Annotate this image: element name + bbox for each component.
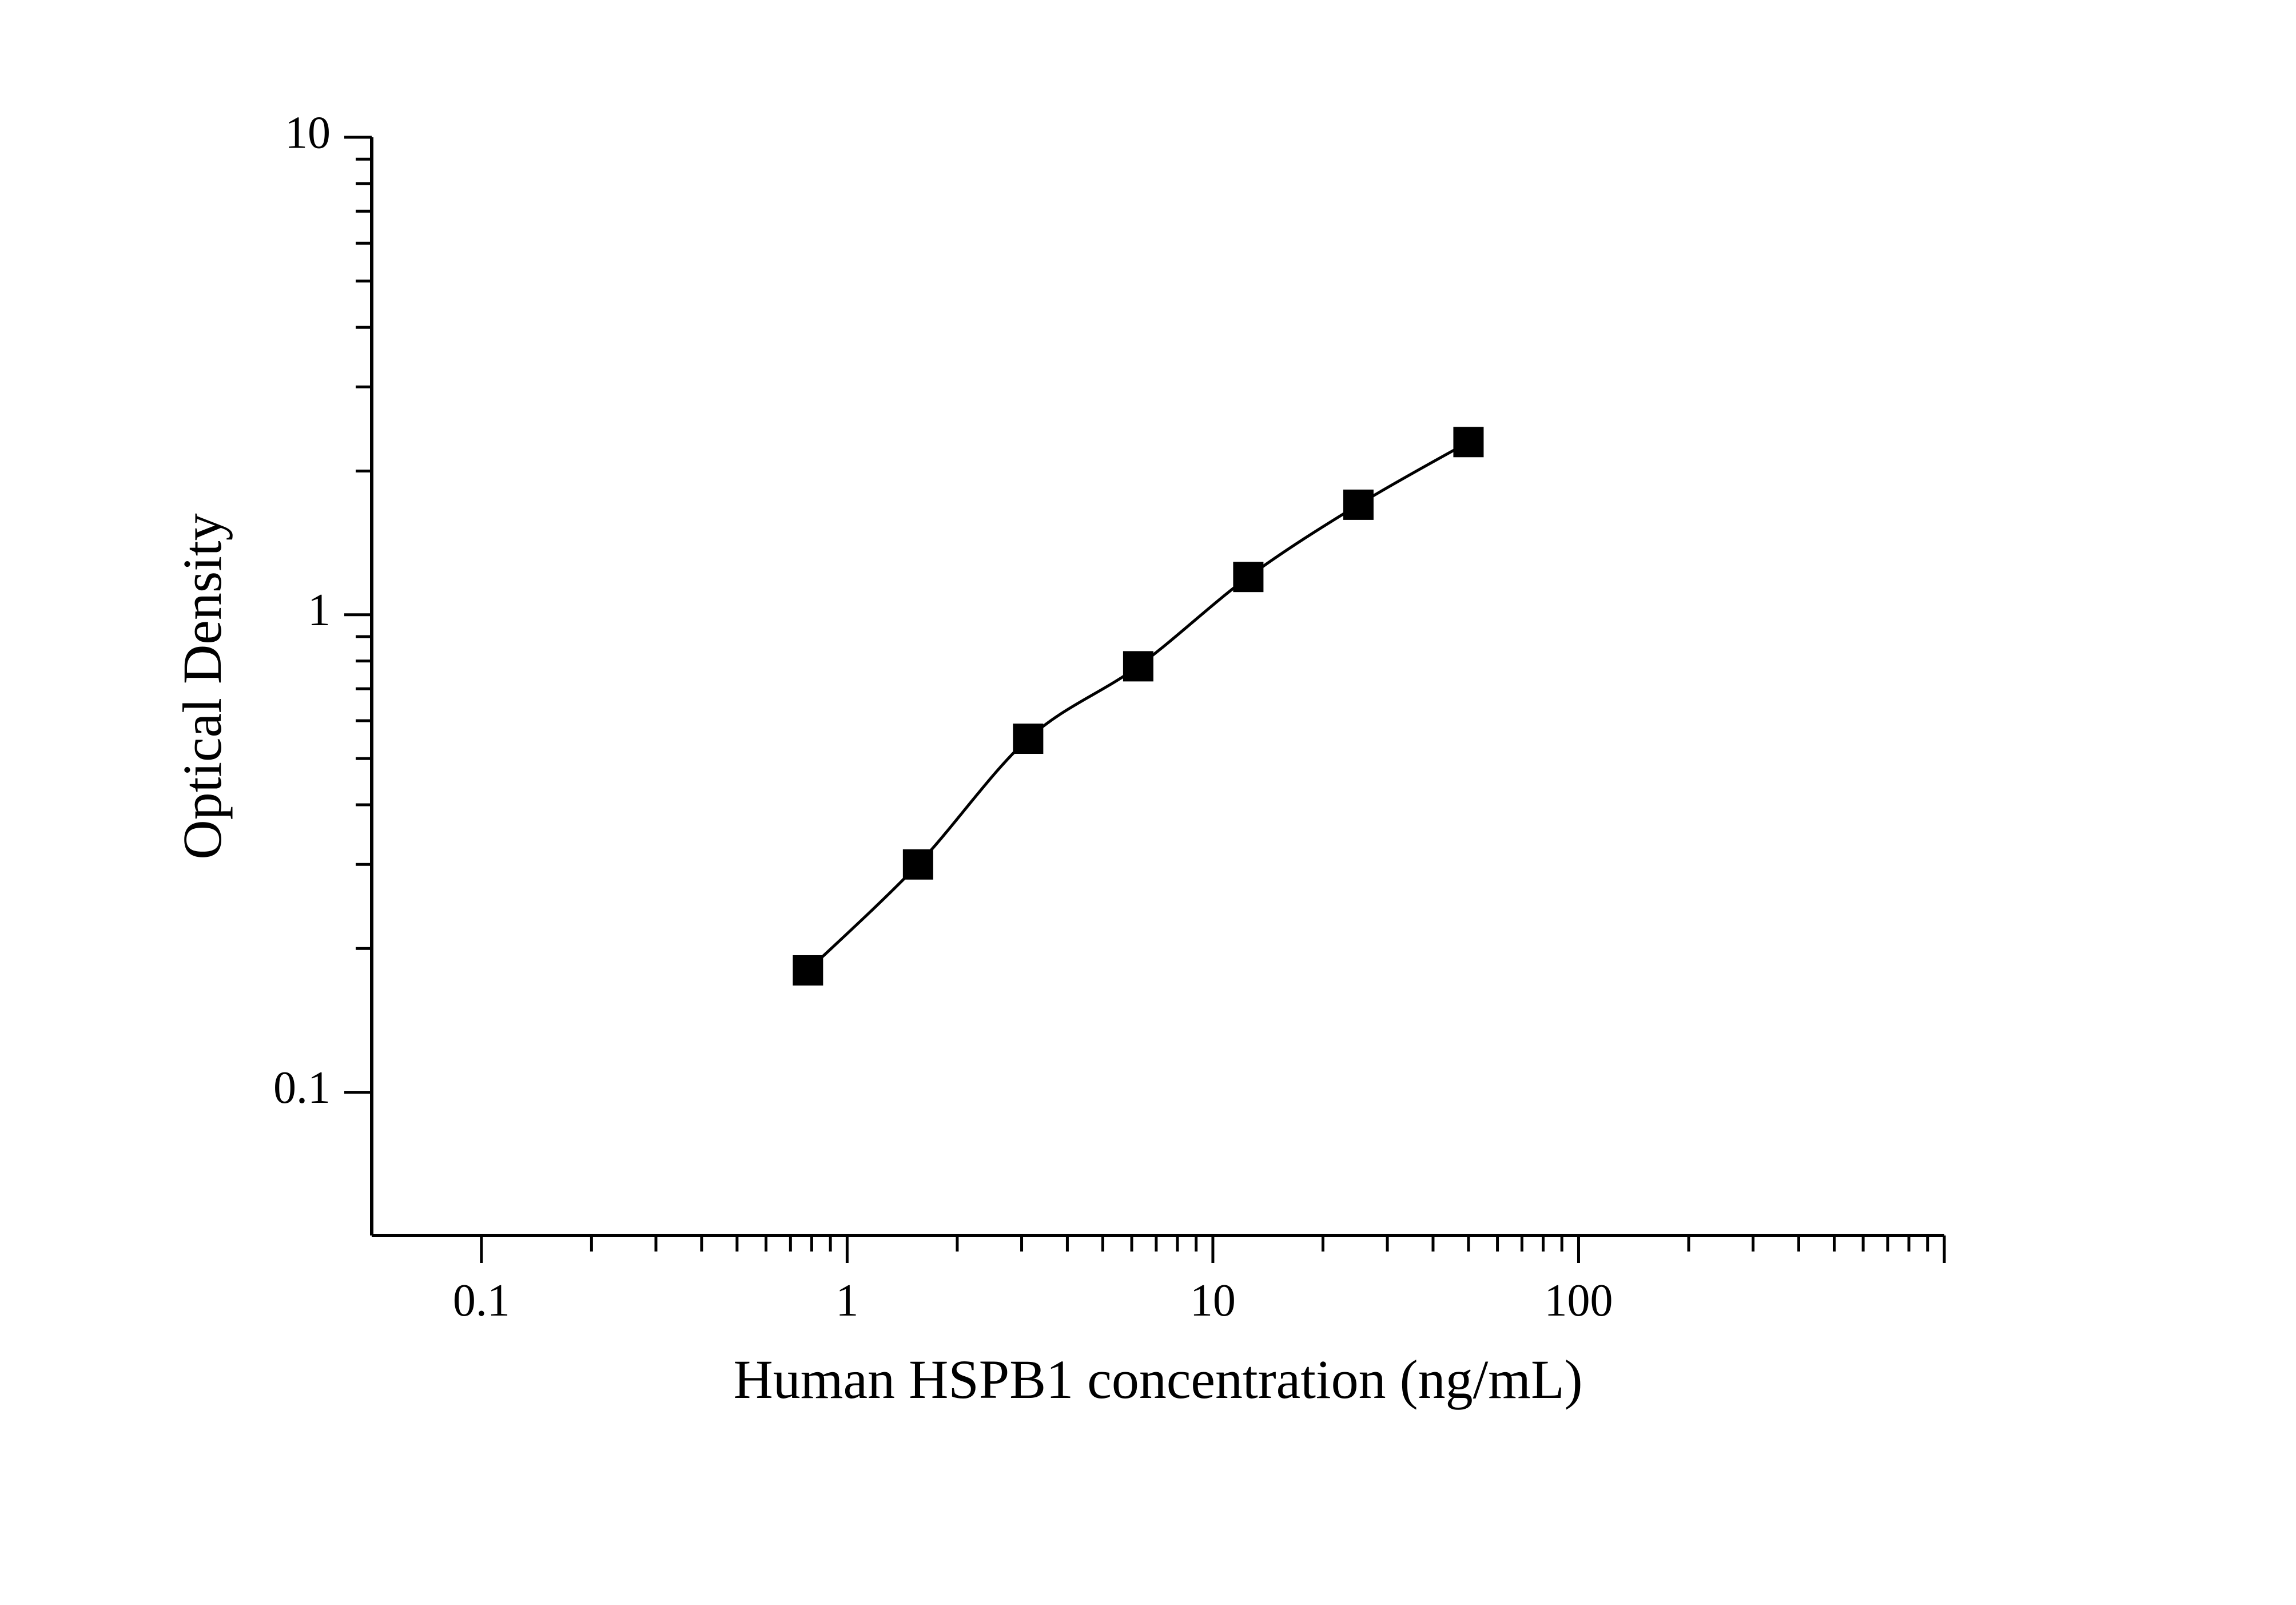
data-point-marker <box>1454 427 1483 457</box>
data-point-marker <box>793 955 823 985</box>
chart-container: 0.1 1 10 100 Human HSPB1 concentration (ng/m… <box>0 0 2296 1605</box>
x-tick-label: 1 <box>835 1276 858 1326</box>
data-point-marker <box>1123 651 1153 681</box>
y-axis-label: Optical Density <box>172 513 233 859</box>
x-tick-label: 100 <box>1544 1276 1613 1326</box>
data-point-marker <box>1013 724 1043 754</box>
data-point-marker <box>903 849 933 879</box>
data-point-marker <box>1233 562 1263 592</box>
x-tick-label: 10 <box>1190 1276 1236 1326</box>
standard-curve-chart: 0.1 1 10 100 Human HSPB1 concentration (ng/m… <box>0 0 2296 1605</box>
x-axis-label: Human HSPB1 concentration (ng/mL) <box>733 1349 1582 1410</box>
y-tick-label: 0.1 <box>273 1063 331 1113</box>
y-tick-label: 10 <box>285 108 331 158</box>
x-tick-label: 0.1 <box>453 1276 510 1326</box>
y-tick-label: 1 <box>308 585 331 635</box>
data-point-marker <box>1343 490 1373 519</box>
